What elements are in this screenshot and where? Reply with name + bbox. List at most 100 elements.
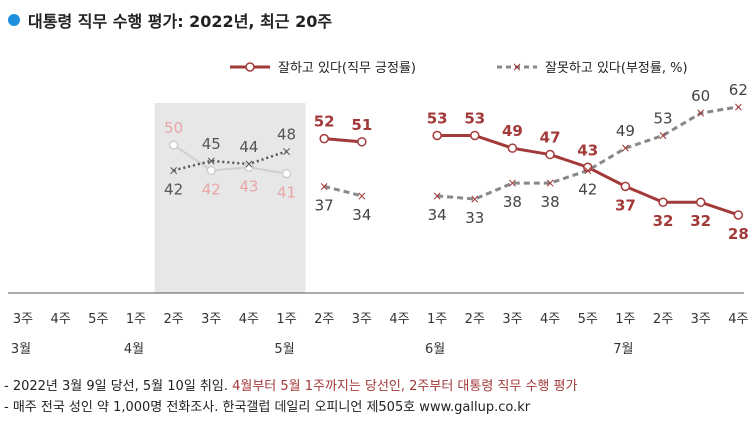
approve-data-label: 28 (728, 225, 749, 243)
approve-data-label: 50 (164, 119, 183, 137)
x-tick-label: 3주 (502, 312, 522, 327)
disapprove-data-label: 62 (729, 81, 748, 99)
disapprove-point: × (470, 192, 480, 206)
x-tick-label: 4주 (51, 312, 71, 327)
approve-data-label: 43 (577, 141, 598, 159)
disapprove-point: × (658, 128, 668, 142)
disapprove-data-label: 38 (503, 193, 522, 211)
approve-point (432, 130, 442, 141)
approve-data-label: 51 (351, 116, 372, 134)
approve-point (244, 162, 254, 173)
disapprove-data-label: 49 (616, 122, 635, 140)
x-tick-label: 4주 (389, 312, 409, 327)
month-label: 4월 (124, 342, 144, 357)
disapprove-point: × (432, 189, 442, 203)
approve-data-label: 49 (502, 122, 523, 140)
x-tick-label: 1주 (276, 312, 296, 327)
approve-data-label: 53 (464, 109, 485, 127)
x-tick-label: 4주 (239, 312, 259, 327)
disapprove-data-label: 48 (277, 125, 296, 143)
disapprove-data-label: 60 (691, 87, 710, 105)
approve-data-label: 43 (239, 177, 258, 195)
disapprove-data-label: 53 (654, 109, 673, 127)
disapprove-data-label: 33 (465, 209, 484, 227)
approve-data-label: 42 (202, 180, 221, 198)
legend-approve-label: 잘하고 있다(직무 긍정률) (278, 61, 416, 76)
x-tick-label: 3주 (691, 312, 711, 327)
approve-point (583, 162, 593, 173)
footnote-1-plain: - 2022년 3월 9일 당선, 5월 10일 취임. (4, 379, 233, 394)
disapprove-point: × (620, 141, 630, 155)
disapprove-data-label: 44 (239, 138, 258, 156)
approve-point (357, 137, 367, 147)
disapprove-point: × (507, 176, 517, 190)
approve-point (507, 143, 518, 153)
disapprove-point: × (282, 144, 292, 158)
bullet-dot-icon (8, 14, 20, 26)
x-tick-label: 2주 (653, 312, 673, 327)
x-tick-label: 1주 (427, 312, 447, 327)
approve-point (695, 197, 706, 207)
month-label: 5월 (274, 342, 294, 357)
x-tick-label: 5주 (88, 312, 108, 327)
x-tick-label: 3주 (13, 312, 33, 327)
month-label: 3월 (11, 342, 31, 357)
disapprove-point: × (169, 163, 179, 177)
footnote-1-highlight: 4월부터 5월 1주까지는 당선인, 2주부터 대통령 직무 수행 평가 (232, 379, 578, 394)
approve-point (206, 165, 216, 176)
x-tick-label: 1주 (126, 312, 146, 327)
approve-point (545, 149, 555, 160)
disapprove-point: × (733, 100, 743, 114)
disapprove-series-line (323, 184, 363, 198)
chart-title-row: 대통령 직무 수행 평가: 2022년, 최근 20주 (8, 8, 332, 32)
approve-point (319, 133, 329, 144)
approve-data-label: 52 (314, 113, 335, 131)
approve-point (733, 210, 744, 220)
x-tick-label: 3주 (201, 312, 221, 327)
disapprove-series-line (437, 105, 739, 201)
x-tick-label: 2주 (163, 312, 183, 327)
legend-disapprove-marker: × (512, 60, 522, 74)
chart-title: 대통령 직무 수행 평가: 2022년, 최근 20주 (28, 12, 333, 31)
approve-point (281, 168, 292, 179)
approve-data-label: 32 (653, 212, 674, 230)
disapprove-point: × (244, 157, 254, 171)
approve-point (620, 181, 631, 192)
footnote-2: - 매주 전국 성인 약 1,000명 전화조사. 한국갤럽 데일리 오피니언 … (4, 400, 531, 415)
disapprove-data-label: 37 (315, 196, 334, 214)
approve-point (658, 197, 668, 207)
x-tick-label: 3주 (352, 312, 372, 327)
elect-period-shade (154, 103, 306, 293)
x-tick-label: 2주 (465, 312, 485, 327)
x-tick-label: 1주 (615, 312, 635, 327)
disapprove-point: × (357, 189, 367, 203)
approve-point (168, 140, 179, 150)
x-tick-label: 4주 (728, 312, 748, 327)
approve-series-line (324, 137, 362, 144)
disapprove-data-label: 34 (428, 206, 447, 224)
disapprove-point: × (696, 106, 706, 120)
approve-series-line (173, 144, 287, 175)
disapprove-data-label: 42 (578, 180, 597, 198)
approve-data-label: 32 (690, 212, 711, 230)
disapprove-point: × (206, 154, 216, 168)
month-label: 6월 (425, 342, 445, 357)
legend-approve-marker (245, 62, 255, 72)
approve-data-label: 37 (615, 196, 636, 214)
approval-line-chart: 3주 4주 5주 1주 2주 3주 4주 1주 2주 3주 4주 1주 2주 3주 4주 5주 1주 2주 3주 4주… (8, 60, 749, 357)
footnote-1: - 2022년 3월 9일 당선, 5월 10일 취임. 4월부터 5월 1주까… (4, 376, 577, 397)
footnotes: - 2022년 3월 9일 당선, 5월 10일 취임. 4월부터 5월 1주까… (4, 376, 577, 418)
disapprove-point: × (319, 179, 329, 193)
disapprove-point: × (545, 176, 555, 190)
approve-data-label: 47 (540, 129, 561, 147)
legend-disapprove-label: 잘못하고 있다(부정률, %) (545, 61, 688, 76)
approve-data-label: 41 (277, 184, 296, 202)
disapprove-series-line (173, 150, 287, 172)
approve-data-label: 53 (427, 109, 448, 127)
disapprove-data-label: 34 (352, 206, 371, 224)
disapprove-data-label: 45 (202, 135, 221, 153)
x-tick-label: 4주 (540, 312, 560, 327)
month-label: 7월 (613, 342, 633, 357)
disapprove-point: × (583, 163, 593, 177)
disapprove-data-label: 38 (541, 193, 560, 211)
